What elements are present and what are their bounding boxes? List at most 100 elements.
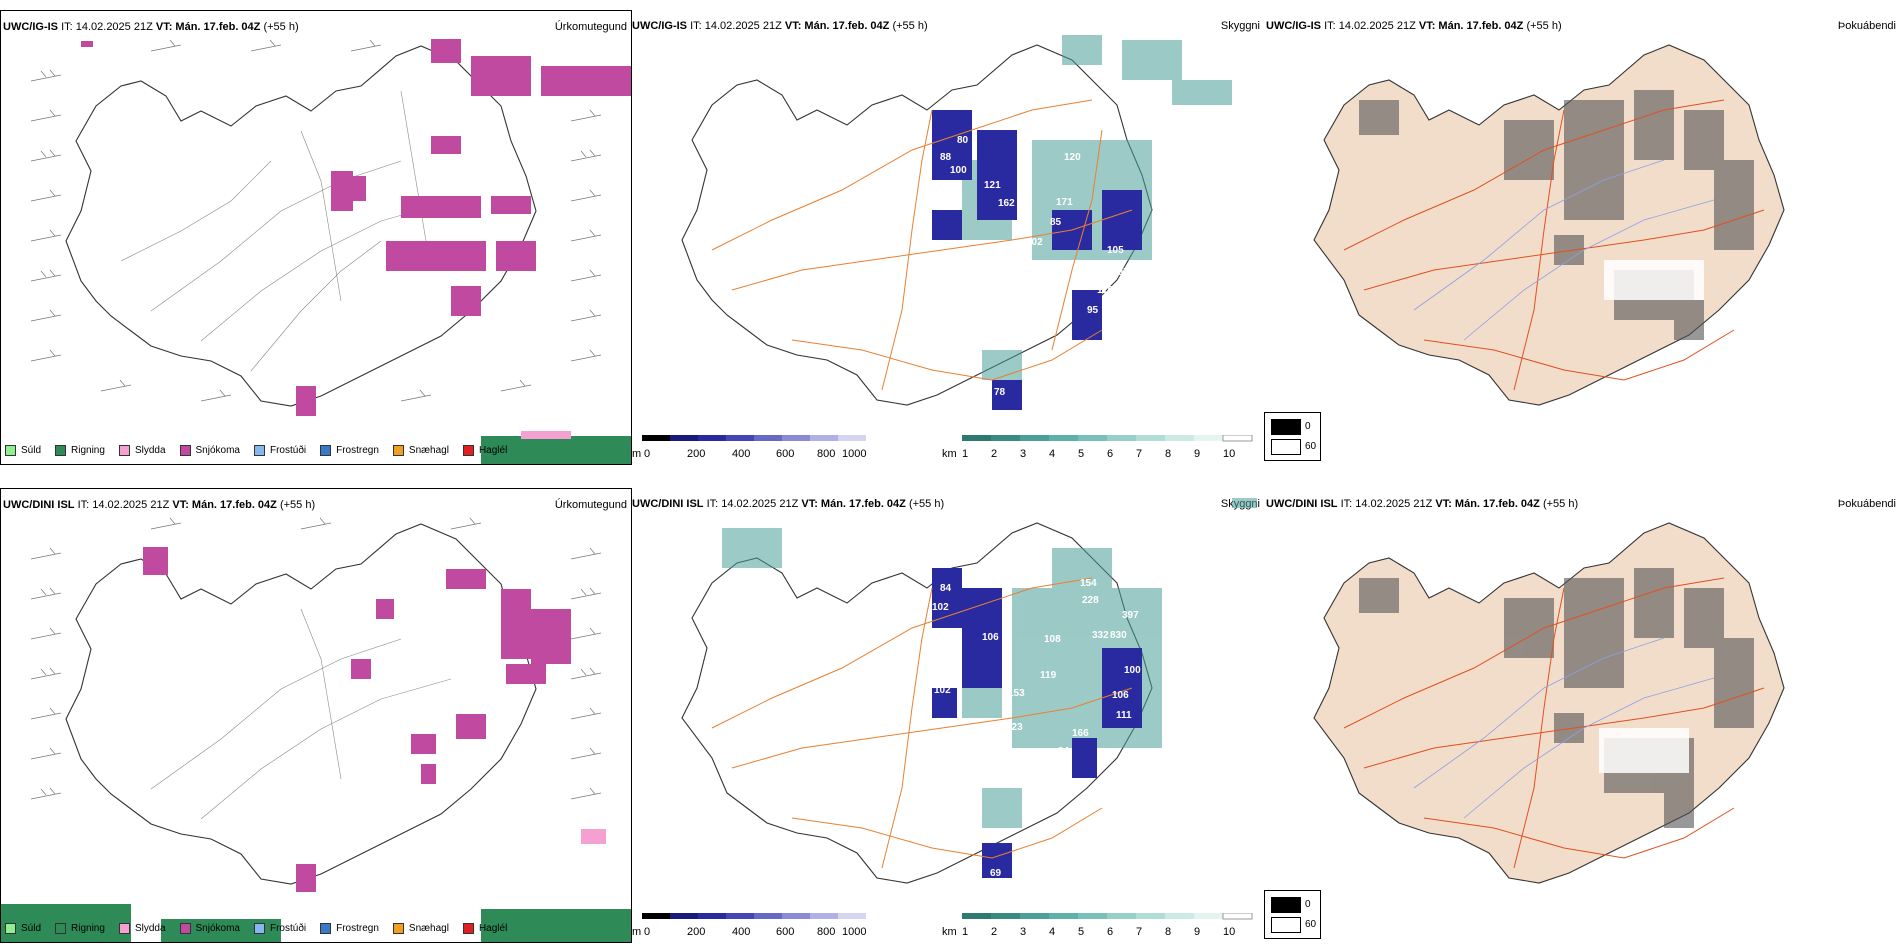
scale-tick: 2	[991, 448, 997, 460]
snow-areas	[81, 39, 631, 416]
scale-tick: 1000	[842, 926, 866, 938]
scale-tick: 600	[776, 926, 794, 938]
cloud-base-value: 88	[940, 152, 952, 163]
cloud-base-value: 122	[1014, 270, 1031, 281]
panel-title: Þokuábendi	[1837, 498, 1896, 510]
cloud-base-value: 80	[957, 135, 969, 146]
scale-tick: 4	[1049, 448, 1055, 460]
cloud-base-value: 228	[1082, 595, 1099, 606]
scale-unit: m	[632, 926, 641, 938]
legend-item-snow-pellets: Snæhagl	[392, 923, 449, 934]
legend-item-drizzle: Súld	[5, 923, 41, 934]
cloud-base-value: 100	[950, 165, 967, 176]
cloud-base-value: 316	[1172, 632, 1189, 643]
scale-tick: 0	[644, 448, 650, 460]
model-name: UWC/DINI ISL	[1266, 498, 1338, 510]
legend-item-snow: Snjókoma	[179, 445, 240, 456]
cloud-base-value: 102	[934, 685, 951, 696]
scale-tick: 200	[687, 448, 705, 460]
cloud-base-value: 171	[1056, 197, 1073, 208]
roads	[1343, 577, 1765, 869]
cloud-base-value: 84	[940, 583, 952, 594]
precip-type-panel-row1: UWC/IG-IS IT: 14.02.2025 21Z VT: Mán. 17…	[0, 10, 632, 465]
cloud-base-value: 69	[990, 868, 1002, 879]
scale-tick: 800	[817, 926, 835, 938]
panel-title: Úrkomutegund	[554, 21, 627, 33]
cloud-base-value: 102	[1026, 237, 1043, 248]
cloud-base-value: 106	[1112, 690, 1129, 701]
sleet-areas	[581, 829, 606, 844]
cloud-base-value: 108	[1044, 634, 1061, 645]
legend-item-freezing-drizzle: Frostúði	[253, 445, 306, 456]
scale-tick: 3	[1020, 448, 1026, 460]
legend-item-drizzle: Súld	[5, 445, 41, 456]
scale-tick: 400	[732, 448, 750, 460]
cloud-base-value: 126	[1042, 266, 1059, 277]
cloud-base-value: 78	[994, 387, 1006, 398]
iceland-map-visibility: 88 80 100 121 162 171 85 102 96 122 126 …	[681, 35, 1232, 410]
legend-item-rain: Rigning	[55, 445, 105, 456]
rain-areas	[1, 904, 631, 942]
scale-tick: 1	[962, 448, 968, 460]
model-name: UWC/IG-IS	[3, 21, 58, 33]
cloud-base-value: 64	[1064, 786, 1076, 797]
panel-header: UWC/DINI ISL IT: 14.02.2025 21Z VT: Mán.…	[632, 498, 944, 510]
cloud-base-value: 830	[1110, 630, 1127, 641]
cloud-base-value: 162	[998, 198, 1015, 209]
panel-title: Þokuábendi	[1837, 20, 1896, 32]
lead-time: (+55 h)	[1542, 498, 1579, 510]
scale-tick: 1000	[842, 448, 866, 460]
scale-tick: 5	[1078, 926, 1084, 938]
legend-item-snow: Snjókoma	[179, 923, 240, 934]
clear-patches	[1599, 728, 1689, 773]
fog-scale-max: 60	[1305, 441, 1317, 452]
precip-legend: Súld Rigning Slydda Snjókoma Frostúði Fr…	[5, 445, 507, 456]
fog-scale-min: 0	[1305, 421, 1311, 432]
panel-header: UWC/IG-IS IT: 14.02.2025 21Z VT: Mán. 17…	[1266, 20, 1562, 32]
scale-tick: 8	[1165, 926, 1171, 938]
scale-tick: 200	[687, 926, 705, 938]
cloud-base-value: 316	[1172, 190, 1189, 201]
lead-time: (+55 h)	[1526, 20, 1562, 32]
rain-areas	[481, 436, 631, 464]
cloud-base-value: 120	[1064, 152, 1081, 163]
valid-time: VT: Mán. 17.feb. 04Z	[1418, 20, 1524, 32]
precip-type-panel-row2: UWC/DINI ISL IT: 14.02.2025 21Z VT: Mán.…	[0, 488, 632, 943]
legend-item-freezing-rain: Frostregn	[320, 445, 379, 456]
roads	[711, 577, 1133, 869]
cloud-base-value: 95	[1087, 305, 1099, 316]
lead-time: (+55 h)	[263, 21, 299, 33]
legend-item-freezing-drizzle: Frostúði	[253, 923, 306, 934]
cloud-base-value: 119	[1040, 670, 1057, 681]
cloud-base-value: 153	[1008, 688, 1025, 699]
cloud-base-value: 106	[982, 632, 999, 643]
cloud-base-labels: 84 102 106 108 119 153 223 102 154 228 3…	[932, 578, 1189, 879]
lead-time: (+55 h)	[279, 499, 316, 511]
roads	[1343, 99, 1765, 391]
valid-time: VT: Mán. 17.feb. 04Z	[172, 499, 277, 511]
scale-tick: 2	[991, 926, 997, 938]
cloud-base-value: 94	[1058, 746, 1070, 757]
scale-tick: 3	[1020, 926, 1026, 938]
iceland-map-fog	[1313, 522, 1785, 884]
cloud-base-value: 100	[1124, 665, 1141, 676]
scale-tick: 5	[1078, 448, 1084, 460]
scale-tick: 400	[732, 926, 750, 938]
visibility-panel-row2: UWC/DINI ISL IT: 14.02.2025 21Z VT: Mán.…	[632, 488, 1264, 943]
panel-header: UWC/IG-IS IT: 14.02.2025 21Z VT: Mán. 17…	[3, 21, 299, 33]
iceland-outline	[65, 45, 537, 407]
cloud-base-labels: 88 80 100 121 162 171 85 102 96 122 126 …	[940, 135, 1189, 398]
iceland-map-visibility: 84 102 106 108 119 153 223 102 154 228 3…	[681, 498, 1257, 884]
valid-time: VT: Mán. 17.feb. 04Z	[801, 498, 906, 510]
init-time: IT: 14.02.2025 21Z	[1340, 498, 1433, 510]
legend-item-hail: Haglél	[462, 923, 507, 934]
cloud-base-value: 107	[1112, 267, 1129, 278]
panel-header: UWC/IG-IS IT: 14.02.2025 21Z VT: Mán. 17…	[632, 20, 928, 32]
lead-time: (+55 h)	[892, 20, 928, 32]
model-name: UWC/IG-IS	[1266, 20, 1321, 32]
model-name: UWC/DINI ISL	[632, 498, 704, 510]
legend-item-rain: Rigning	[55, 923, 105, 934]
cloud-base-value: 223	[1006, 722, 1023, 733]
fog-scale-max: 60	[1305, 919, 1317, 930]
snow-areas	[143, 547, 571, 892]
